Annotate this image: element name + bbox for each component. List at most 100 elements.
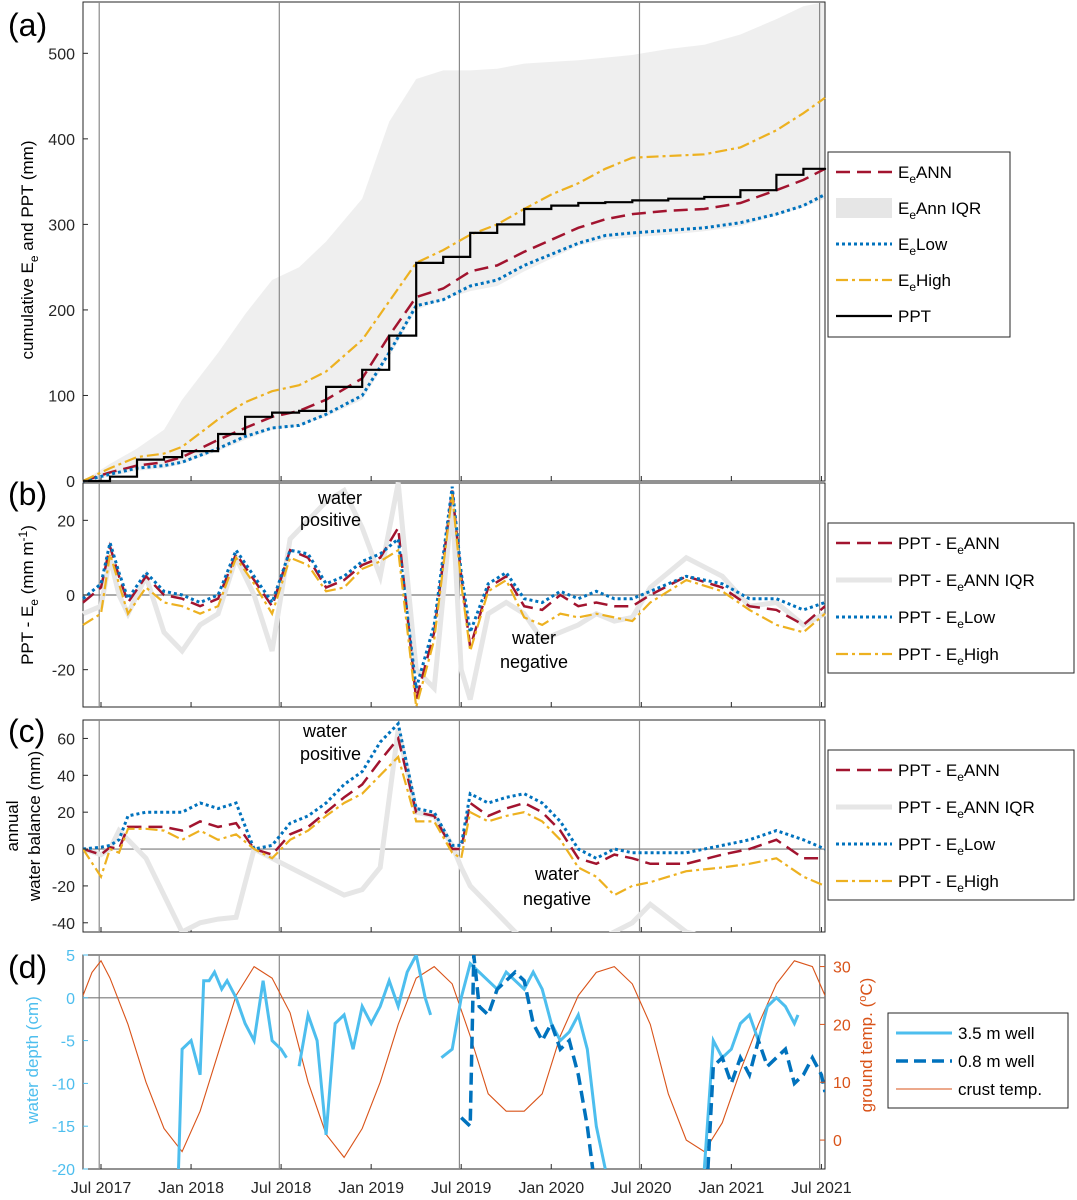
x-tick-label-1: Jan 2018 [158,1180,224,1197]
series-well-08-seg-1 [706,1034,825,1169]
legend-b-box [827,522,1075,674]
series-ee-ann-c [83,735,825,866]
y-axis-label-2-c: water balance (mm) [25,751,44,902]
series-ee-high-c [83,754,825,897]
x-tick-label-0: Jul 2017 [71,1180,132,1197]
panel-a-ytick-label-1: 100 [48,388,75,405]
y2-axis-label-d: ground temp. (oC) [857,978,876,1113]
annotation-water-positive-1-c: water [302,721,347,741]
panel-a-ytick-label-3: 300 [48,217,75,234]
legend-a-box [827,151,1011,338]
x-tick-label-4: Jul 2019 [431,1180,492,1197]
y-axis-label-d: water depth (cm) [23,996,42,1125]
series-well-35-seg-0 [177,968,288,1169]
x-tick-label-8: Jul 2021 [791,1180,852,1197]
legend-a-swatch-1 [836,198,892,218]
panel-c-ytick-label-3: 20 [57,805,75,822]
panel-c-ytick-label-5: 60 [57,731,75,748]
series-well-35-seg-2 [440,960,607,1169]
series-well-35-seg-3 [702,995,800,1169]
panel-a: 0 100 200 300 400 500(a) cumulative Ee and PPT… [8,1,1011,491]
panel-b-ytick-label-1: 0 [66,588,75,605]
plot-area-d [83,955,825,1169]
panel-a-ytick-label-5: 500 [48,46,75,63]
legend-d-entry-2: crust temp. [958,1080,1042,1099]
series-ee-ann-b [82,490,826,700]
legend-a-entry-4: PPT [898,307,931,326]
series-ee-high-a [82,96,826,482]
series-ee-high-b [82,494,826,708]
panel-c: -40 -20 0 20 40 60 (c) water positive water negati… [3,713,1075,933]
panel-c-ytick-label-4: 40 [57,768,75,785]
legend-c-entry-1: PPT - EeANN IQR [898,798,1035,821]
series-iqr-c [83,728,697,932]
y-axis-label-1-c: annual [3,800,22,851]
iqr-band-a [83,2,825,481]
panel-c-ytick-label-2: 0 [66,842,75,859]
panel-d-ytick-label-3: -5 [61,1034,75,1051]
legend-c-entry-0: PPT - EeANN [898,761,1000,784]
annotation-water-positive-2-b: positive [300,510,361,530]
legend-b-entry-3: PPT - EeHigh [898,645,999,668]
series-ee-low-c [83,720,825,860]
series-iqr-b [82,482,827,701]
panel-a-frame [82,1,826,482]
panel-c-ytick-label-1: -20 [52,879,75,896]
legend-b-entry-1: PPT - EeANN IQR [898,571,1035,594]
x-tick-label-7: Jan 2021 [698,1180,764,1197]
legend-a-entry-0: EeANN [898,163,952,186]
x-tick-label-2: Jul 2018 [251,1180,312,1197]
y-axis-label-b: PPT - Ee (mm m-1) [16,525,41,665]
x-tick-label-3: Jan 2019 [338,1180,404,1197]
legend-d-entry-1: 0.8 m well [958,1052,1035,1071]
panel-d: -20 -15 -10 -5 0 5 0 10 20 30 (d) water depth (cm) g… [8,948,1069,1197]
y-axis-label-a: cumulative Ee and PPT (mm) [18,141,41,360]
annotation-water-negative-1-b: water [511,628,556,648]
panel-d-ytick-label-5: 5 [66,948,75,965]
annotation-water-positive-2-c: positive [300,744,361,764]
legend-a-entry-2: EeLow [898,235,948,258]
legend-c-entry-3: PPT - EeHigh [898,872,999,895]
series-ee-low-b [82,486,826,689]
series-ee-low-a [82,193,826,483]
x-tick-label-5: Jan 2020 [518,1180,584,1197]
legend-a-entry-3: EeHigh [898,271,951,294]
panel-d-ytick-label-2: -10 [52,1076,75,1093]
panel-a-ytick-label-4: 400 [48,132,75,149]
series-ppt-a [83,167,827,483]
panel-d-ytick-label-1: -15 [52,1119,75,1136]
legend-c-box [827,749,1075,901]
series-well-35-seg-1 [297,955,433,1135]
panel-a-ytick-label-0: 0 [66,474,75,491]
legend-b-entry-2: PPT - EeLow [898,608,996,631]
legend-c-entry-2: PPT - EeLow [898,835,996,858]
panel-c-frame [82,719,826,933]
series-crust-temp [83,959,825,1159]
plot-area-c [83,720,825,932]
annotation-water-positive-1-b: water [317,488,362,508]
legend-d-entry-0: 3.5 m well [958,1024,1035,1043]
x-tick-label-6: Jul 2020 [611,1180,672,1197]
annotation-water-negative-2-c: negative [523,889,591,909]
panel-d-right-ytick-label-1: 10 [833,1075,851,1092]
panel-d-ytick-label-0: -20 [52,1162,75,1179]
panel-a-ytick-label-2: 200 [48,303,75,320]
legend-a-entry-1: EeAnn IQR [898,199,981,222]
panel-label-d: (d) [8,949,47,985]
panel-b-ytick-label-0: -20 [52,663,75,680]
panel-d-right-ytick-label-2: 20 [833,1017,851,1034]
panel-d-right-ytick-label-0: 0 [833,1133,842,1150]
panel-b-ytick-label-2: 20 [57,513,75,530]
panel-c-ytick-label-0: -40 [52,916,75,933]
panel-label-b: (b) [8,476,47,512]
panel-label-a: (a) [8,7,47,43]
annotation-water-negative-2-b: negative [500,652,568,672]
annotation-water-negative-1-c: water [534,864,579,884]
panel-d-right-ytick-label-3: 30 [833,960,851,977]
panel-label-c: (c) [8,713,45,749]
series-well-08-seg-0 [459,955,595,1169]
legend-b-entry-0: PPT - EeANN [898,534,1000,557]
panel-d-ytick-label-4: 0 [66,991,75,1008]
